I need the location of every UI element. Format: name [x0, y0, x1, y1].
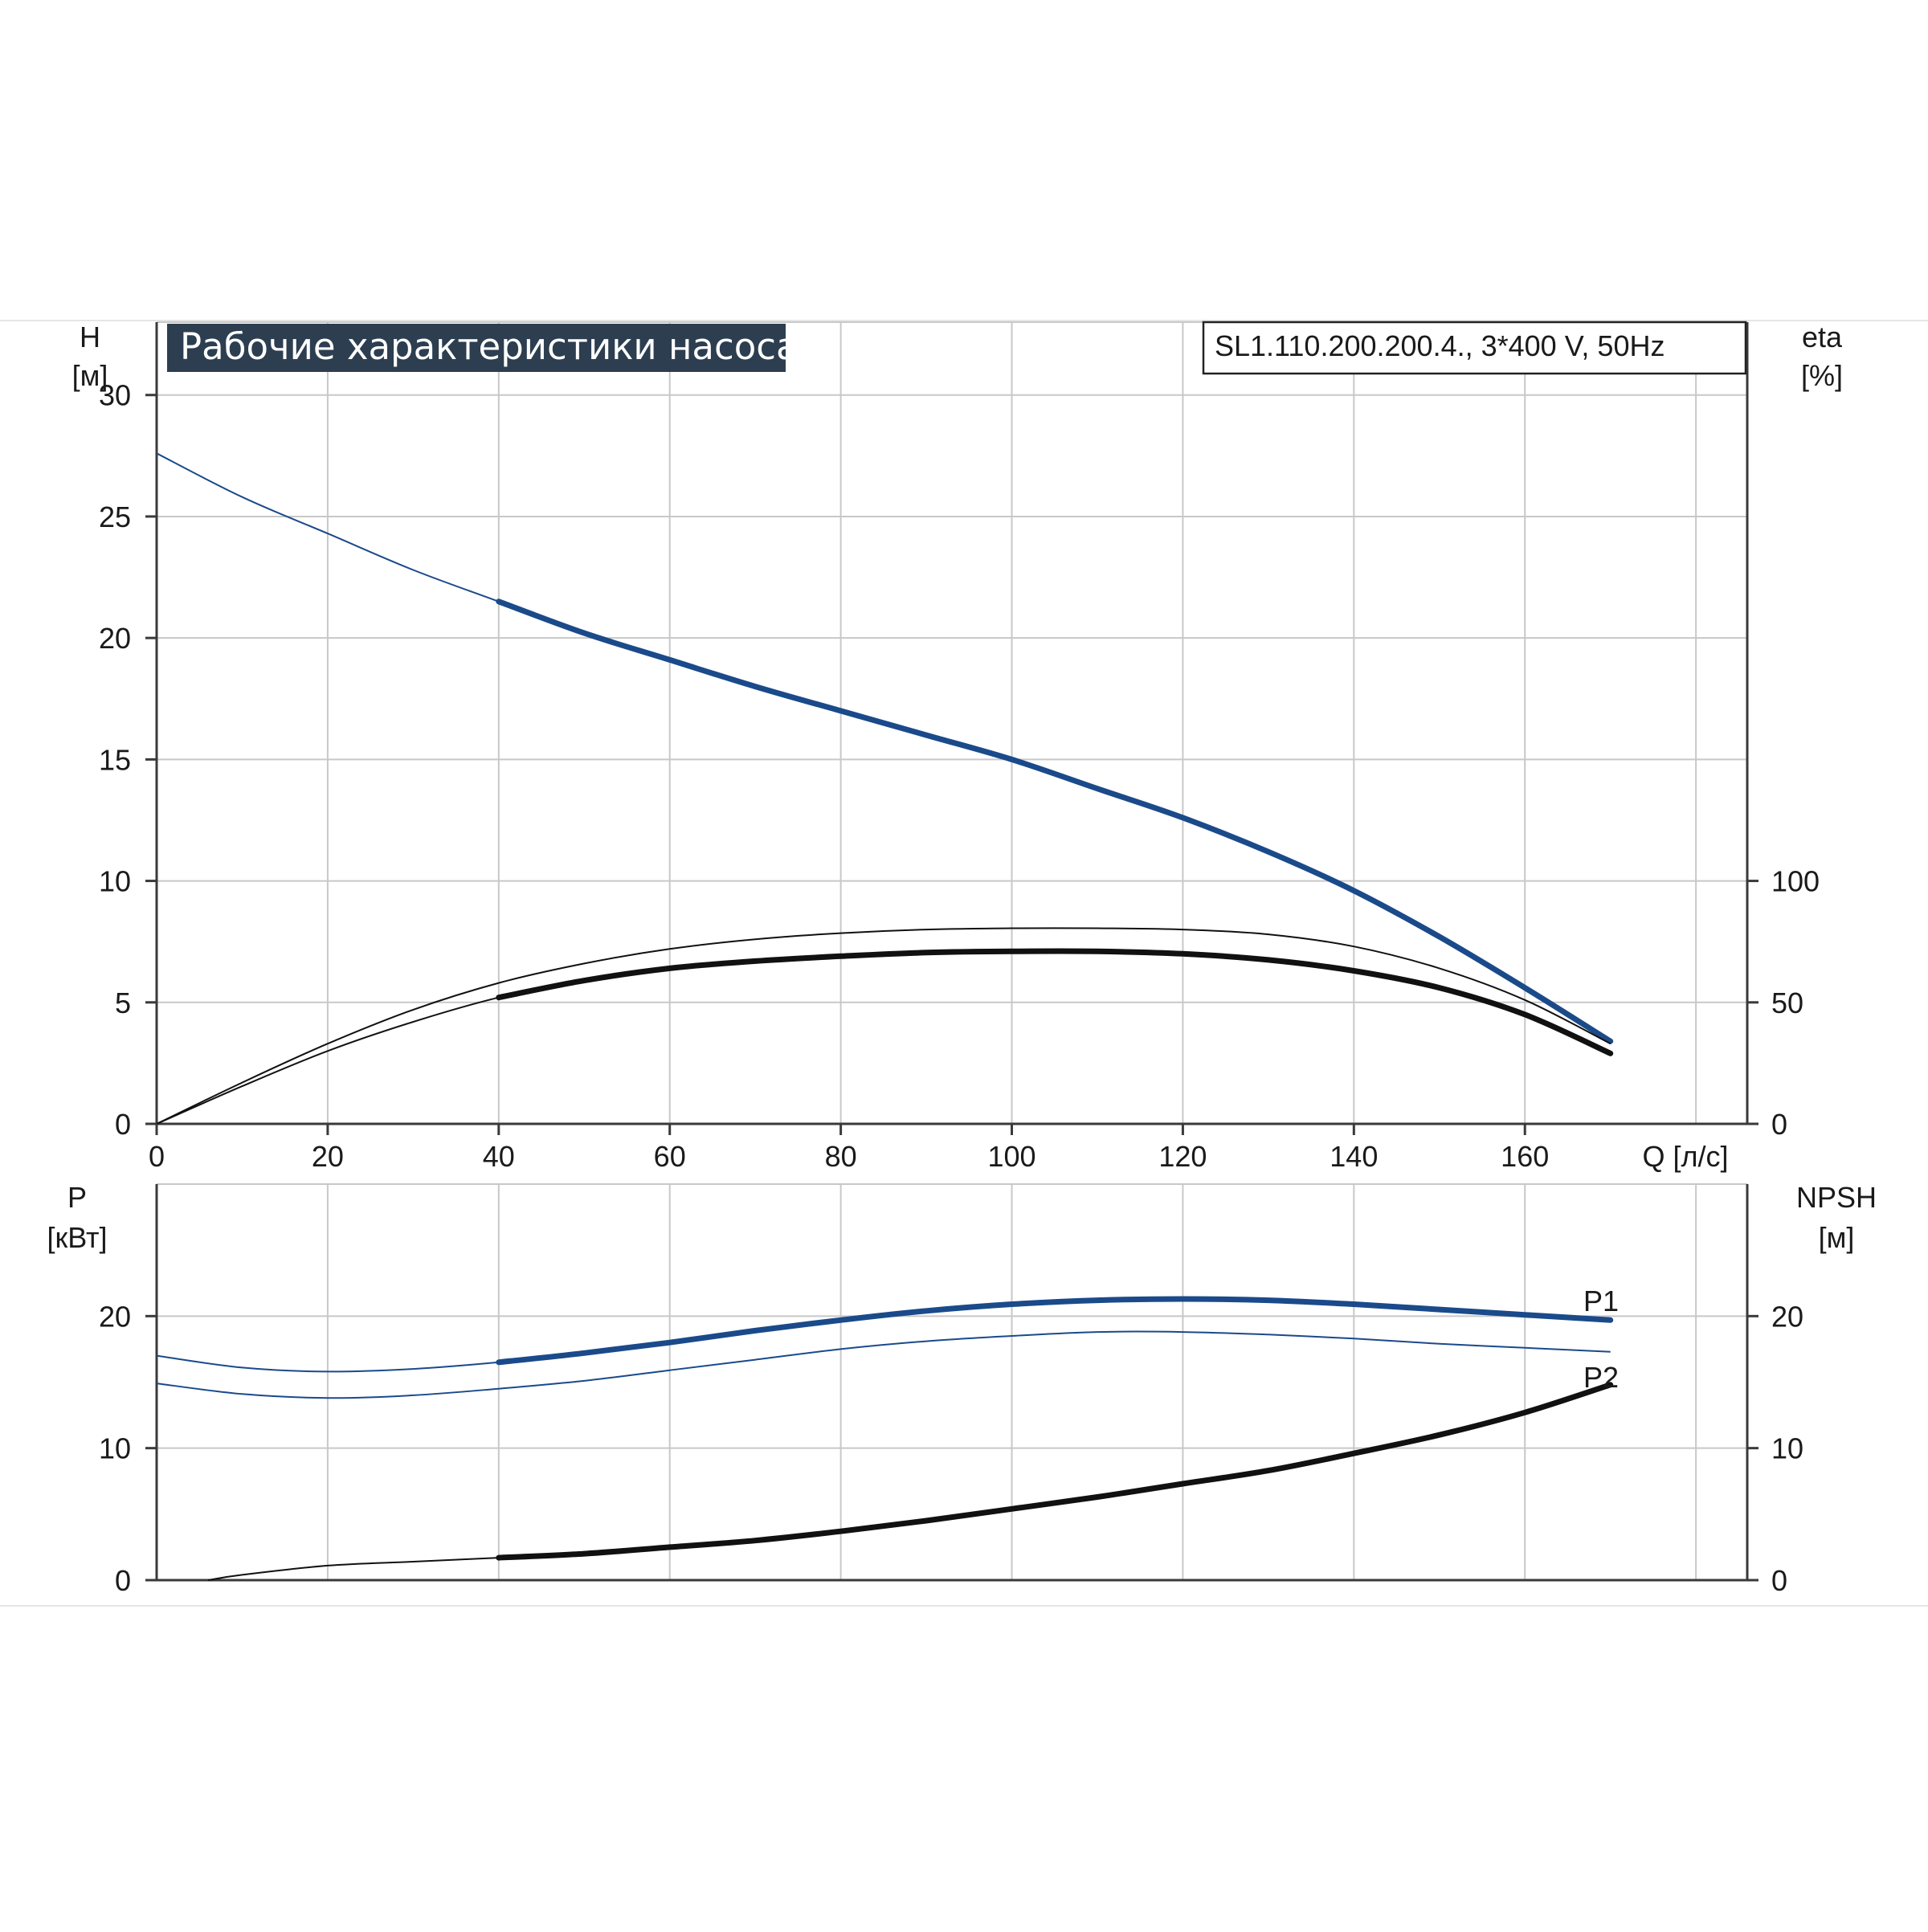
bottom-ticks: 0 10 20 0 10 20 — [99, 1300, 1803, 1597]
bottom-tick-label-left-20: 20 — [99, 1300, 131, 1333]
page-separator-lines — [0, 320, 1928, 1607]
series-label-p1: P1 — [1583, 1285, 1619, 1317]
top-tick-label-left-25: 25 — [99, 500, 131, 533]
x-axis-label: Q [л/с] — [1642, 1140, 1728, 1173]
x-tick-label-140: 140 — [1330, 1140, 1378, 1173]
x-tick-label-160: 160 — [1501, 1140, 1549, 1173]
x-tick-label-80: 80 — [825, 1140, 857, 1173]
top-grid — [156, 322, 1747, 1125]
x-tick-label-60: 60 — [654, 1140, 686, 1173]
top-frame — [155, 321, 1749, 1125]
top-tick-label-left-0: 0 — [115, 1108, 131, 1141]
top-series — [156, 452, 1614, 1125]
chart-title-box: Рабочие характеристики насоса — [167, 324, 799, 372]
y-left-unit-bottom: [кВт] — [47, 1221, 107, 1254]
power-npsh-panel: 0 10 20 0 10 20 P [кВт] NPSH [м] P1 P2 — [47, 1181, 1877, 1597]
top-curve-1-thin — [156, 927, 1611, 1125]
bottom-frame — [155, 1183, 1749, 1582]
chart-title: Рабочие характеристики насоса — [180, 325, 799, 368]
top-tick-label-left-10: 10 — [99, 865, 131, 898]
x-tick-label-20: 20 — [312, 1140, 344, 1173]
top-tick-label-right-0: 0 — [1771, 1108, 1787, 1141]
top-curve-2-operating-range — [496, 948, 1614, 1056]
bottom-curve-2-operating-range — [496, 1382, 1614, 1561]
top-tick-label-right-50: 50 — [1771, 986, 1803, 1019]
model-label: SL1.110.200.200.4., 3*400 V, 50Hz — [1215, 329, 1665, 362]
top-tick-label-left-5: 5 — [115, 986, 131, 1019]
x-tick-label-120: 120 — [1158, 1140, 1207, 1173]
y-right-label-bottom: NPSH — [1796, 1181, 1877, 1214]
series-label-p2: P2 — [1583, 1361, 1619, 1394]
bottom-tick-label-left-0: 0 — [115, 1564, 131, 1597]
bottom-tick-label-right-20: 20 — [1771, 1300, 1803, 1333]
top-ticks: 0 5 10 15 20 25 30 0 50 100 0 20 40 60 80 100 120 140 160 — [99, 379, 1820, 1173]
top-tick-label-right-100: 100 — [1771, 865, 1820, 898]
p1-operating-range — [496, 1296, 1614, 1366]
bottom-tick-label-right-10: 10 — [1771, 1432, 1803, 1465]
top-tick-label-left-20: 20 — [99, 622, 131, 655]
bottom-series — [156, 1296, 1614, 1581]
top-curve-0-operating-range — [496, 598, 1614, 1044]
x-tick-label-40: 40 — [483, 1140, 515, 1173]
y-left-unit-top: [м] — [72, 359, 108, 392]
y-left-label-top: H — [80, 321, 100, 353]
y-left-label-bottom: P — [67, 1181, 87, 1214]
top-tick-label-left-30: 30 — [99, 379, 131, 412]
y-right-unit-top: [%] — [1801, 359, 1843, 392]
x-tick-label-100: 100 — [987, 1140, 1035, 1173]
bottom-grid — [156, 1184, 1747, 1581]
top-tick-label-left-15: 15 — [99, 743, 131, 776]
y-right-unit-bottom: [м] — [1819, 1221, 1855, 1254]
y-right-label-top: eta — [1802, 321, 1843, 353]
p2-thin — [156, 1330, 1611, 1399]
bottom-tick-label-left-10: 10 — [99, 1432, 131, 1465]
bottom-curve-2-thin — [207, 1383, 1611, 1581]
bottom-tick-label-right-0: 0 — [1771, 1564, 1787, 1597]
chart-title-background — [167, 324, 786, 372]
model-label-box: SL1.110.200.200.4., 3*400 V, 50Hz — [1202, 321, 1747, 375]
x-tick-label-0: 0 — [149, 1140, 165, 1173]
model-label-background — [1202, 321, 1747, 375]
p1-thin — [156, 1297, 1611, 1373]
